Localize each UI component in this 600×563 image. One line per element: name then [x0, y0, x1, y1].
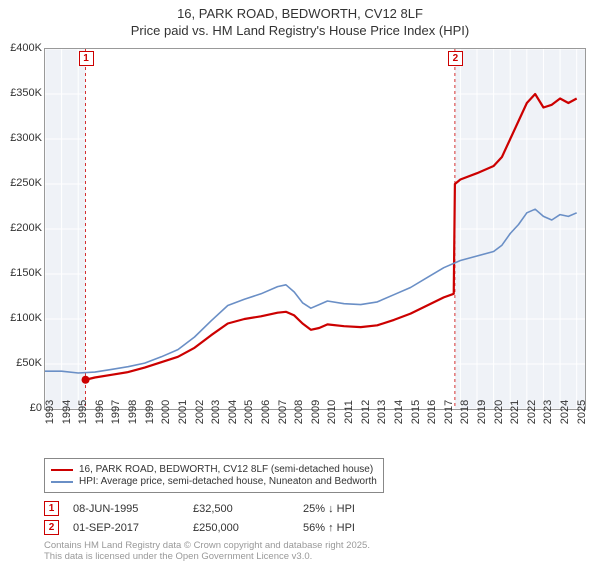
x-tick-label: 2000 — [160, 400, 172, 424]
x-tick-label: 2019 — [476, 400, 488, 424]
y-tick-label: £400K — [10, 42, 42, 54]
legend-swatch-1 — [51, 469, 73, 471]
x-tick-label: 2016 — [426, 400, 438, 424]
footer-line-1: Contains HM Land Registry data © Crown c… — [44, 540, 370, 551]
y-tick-label: £50K — [16, 357, 42, 369]
x-tick-label: 2006 — [260, 400, 272, 424]
x-tick-label: 1997 — [110, 400, 122, 424]
y-tick-label: £350K — [10, 87, 42, 99]
x-tick-label: 2008 — [293, 400, 305, 424]
x-tick-label: 1993 — [44, 400, 56, 424]
marker-price-1: £32,500 — [193, 503, 303, 515]
y-tick-label: £300K — [10, 132, 42, 144]
y-tick-label: £100K — [10, 312, 42, 324]
x-tick-label: 1998 — [127, 400, 139, 424]
x-tick-label: 2022 — [526, 400, 538, 424]
x-tick-label: 2002 — [194, 400, 206, 424]
x-tick-label: 2020 — [493, 400, 505, 424]
x-tick-label: 1996 — [94, 400, 106, 424]
x-tick-label: 2001 — [177, 400, 189, 424]
footer: Contains HM Land Registry data © Crown c… — [44, 540, 370, 563]
x-tick-label: 2012 — [360, 400, 372, 424]
x-tick-label: 2005 — [243, 400, 255, 424]
x-tick-label: 2011 — [343, 400, 355, 424]
footer-line-2: This data is licensed under the Open Gov… — [44, 551, 370, 562]
x-tick-label: 2003 — [210, 400, 222, 424]
marker-delta-2: 56% ↑ HPI — [303, 522, 355, 534]
x-tick-label: 2015 — [410, 400, 422, 424]
event-marker-1: 1 — [79, 51, 94, 66]
y-tick-label: £250K — [10, 177, 42, 189]
marker-badge-1: 1 — [44, 501, 59, 516]
legend-label-1: 16, PARK ROAD, BEDWORTH, CV12 8LF (semi-… — [79, 464, 373, 475]
x-tick-label: 2023 — [542, 400, 554, 424]
legend-swatch-2 — [51, 481, 73, 483]
x-tick-label: 2004 — [227, 400, 239, 424]
chart-title: 16, PARK ROAD, BEDWORTH, CV12 8LF Price … — [0, 0, 600, 40]
x-tick-label: 1994 — [61, 400, 73, 424]
x-tick-label: 2018 — [459, 400, 471, 424]
title-line-2: Price paid vs. HM Land Registry's House … — [0, 23, 600, 40]
marker-date-2: 01-SEP-2017 — [73, 522, 193, 534]
marker-row-1: 1 08-JUN-1995 £32,500 25% ↓ HPI — [44, 501, 355, 516]
y-tick-label: £200K — [10, 222, 42, 234]
x-tick-label: 2014 — [393, 400, 405, 424]
legend-label-2: HPI: Average price, semi-detached house,… — [79, 476, 377, 487]
x-tick-label: 1995 — [77, 400, 89, 424]
x-tick-label: 2007 — [277, 400, 289, 424]
y-tick-label: £150K — [10, 267, 42, 279]
marker-date-1: 08-JUN-1995 — [73, 503, 193, 515]
x-tick-label: 2021 — [509, 400, 521, 424]
legend-item-2: HPI: Average price, semi-detached house,… — [51, 476, 377, 487]
x-tick-label: 1999 — [144, 400, 156, 424]
chart-plot: 12 — [44, 48, 586, 410]
marker-price-2: £250,000 — [193, 522, 303, 534]
x-tick-label: 2024 — [559, 400, 571, 424]
legend-item-1: 16, PARK ROAD, BEDWORTH, CV12 8LF (semi-… — [51, 464, 377, 475]
title-line-1: 16, PARK ROAD, BEDWORTH, CV12 8LF — [0, 6, 600, 23]
legend: 16, PARK ROAD, BEDWORTH, CV12 8LF (semi-… — [44, 458, 384, 493]
x-tick-label: 2013 — [376, 400, 388, 424]
y-tick-label: £0 — [30, 402, 42, 414]
x-tick-label: 2010 — [326, 400, 338, 424]
x-tick-label: 2025 — [576, 400, 588, 424]
marker-delta-1: 25% ↓ HPI — [303, 503, 355, 515]
marker-badge-2: 2 — [44, 520, 59, 535]
marker-row-2: 2 01-SEP-2017 £250,000 56% ↑ HPI — [44, 520, 355, 535]
x-tick-label: 2017 — [443, 400, 455, 424]
chart-svg — [45, 49, 585, 409]
event-marker-2: 2 — [448, 51, 463, 66]
x-tick-label: 2009 — [310, 400, 322, 424]
